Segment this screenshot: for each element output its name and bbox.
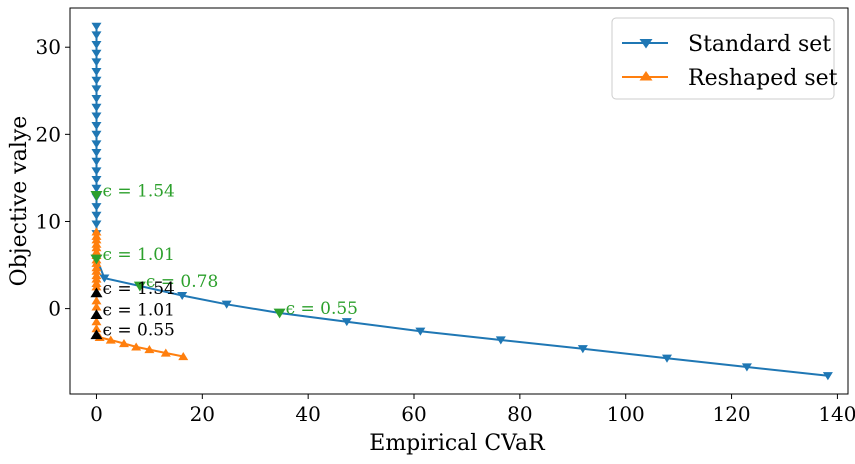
legend: Standard set Reshaped set <box>611 17 838 100</box>
data-point-standard <box>91 58 102 67</box>
series-layer <box>91 22 833 381</box>
data-point-standard <box>91 122 102 131</box>
x-axis-label: Empirical CVaR <box>369 431 546 456</box>
data-point-reshaped <box>118 338 129 348</box>
data-point-standard <box>99 274 110 283</box>
tick-layer: 0 20 40 60 80 100 120 140 0 10 20 30 <box>36 35 855 426</box>
data-point-standard <box>91 49 102 58</box>
data-point-reshaped <box>144 345 155 354</box>
y-tick-label: 30 <box>36 35 61 59</box>
data-point-reshaped <box>131 342 142 351</box>
highlight-marker <box>90 329 103 340</box>
data-point-reshaped <box>160 348 171 357</box>
data-point-reshaped <box>91 274 102 283</box>
data-point-standard <box>91 220 102 229</box>
y-tick-label: 10 <box>36 209 61 233</box>
x-tick-label: 20 <box>190 402 215 426</box>
annotation-layer: ϵ = 1.54ϵ = 1.01ϵ = 0.78ϵ = 0.55ϵ = 1.54… <box>90 181 358 341</box>
data-point-standard <box>177 291 188 301</box>
epsilon-annotation: ϵ = 1.54 <box>102 181 174 201</box>
data-point-reshaped <box>91 243 102 252</box>
data-point-standard <box>91 85 102 94</box>
data-point-reshaped <box>91 296 102 305</box>
data-point-standard <box>91 211 102 220</box>
x-tick-label: 80 <box>507 402 532 426</box>
data-point-standard <box>341 318 352 327</box>
x-tick-label: 140 <box>818 402 855 426</box>
data-point-standard <box>91 184 102 193</box>
highlight-marker <box>273 308 286 319</box>
data-point-standard <box>91 176 102 185</box>
legend-label-reshaped: Reshaped set <box>688 66 838 91</box>
x-tick-label: 100 <box>607 402 645 426</box>
highlight-marker <box>90 287 103 298</box>
legend-frame <box>611 17 835 100</box>
epsilon-annotation: ϵ = 1.54 <box>102 279 174 299</box>
highlight-marker <box>90 254 103 265</box>
x-tick-label: 40 <box>295 402 320 426</box>
data-point-standard <box>91 31 102 40</box>
epsilon-annotation: ϵ = 1.01 <box>102 245 174 265</box>
highlight-marker <box>133 281 146 292</box>
data-point-reshaped <box>91 324 102 333</box>
data-point-standard <box>91 40 102 50</box>
x-tick-label: 120 <box>712 402 750 426</box>
data-point-reshaped <box>91 317 102 326</box>
data-point-standard <box>661 354 672 363</box>
data-point-standard <box>741 363 752 372</box>
data-point-reshaped <box>105 335 116 344</box>
data-point-reshaped <box>91 282 102 291</box>
data-point-standard <box>91 76 102 85</box>
x-tick-label: 0 <box>90 402 103 426</box>
data-point-reshaped <box>91 302 102 311</box>
data-point-standard <box>91 22 102 31</box>
y-axis-label: Objective valye <box>7 116 32 287</box>
legend-label-standard: Standard set <box>688 32 831 57</box>
epsilon-annotation: ϵ = 0.78 <box>146 272 218 292</box>
data-point-standard <box>495 336 506 345</box>
data-point-reshaped <box>178 352 189 361</box>
highlight-marker <box>90 191 103 201</box>
data-point-reshaped <box>91 235 102 244</box>
data-point-standard <box>91 149 102 158</box>
data-point-standard <box>91 130 102 139</box>
data-point-standard <box>221 300 232 309</box>
data-point-standard <box>91 140 102 149</box>
x-tick-label: 60 <box>401 402 426 426</box>
epsilon-annotation: ϵ = 0.55 <box>286 299 358 319</box>
data-point-standard <box>91 112 102 121</box>
y-tick-label: 0 <box>48 297 61 321</box>
epsilon-annotation: ϵ = 0.55 <box>102 321 174 341</box>
data-point-standard <box>822 372 833 381</box>
highlight-marker <box>90 309 103 320</box>
data-point-standard <box>91 167 102 176</box>
data-point-standard <box>577 345 588 354</box>
legend-marker-standard <box>639 39 653 49</box>
data-point-standard <box>91 103 102 112</box>
data-point-standard <box>91 203 102 212</box>
data-point-standard <box>91 68 102 77</box>
data-point-standard <box>91 157 102 166</box>
data-point-standard <box>91 95 102 104</box>
legend-marker-reshaped <box>639 71 653 81</box>
data-point-standard <box>415 327 426 336</box>
epsilon-annotation: ϵ = 1.01 <box>102 301 174 321</box>
data-point-reshaped <box>91 227 102 236</box>
data-point-reshaped <box>91 266 102 275</box>
y-tick-label: 20 <box>36 122 61 146</box>
